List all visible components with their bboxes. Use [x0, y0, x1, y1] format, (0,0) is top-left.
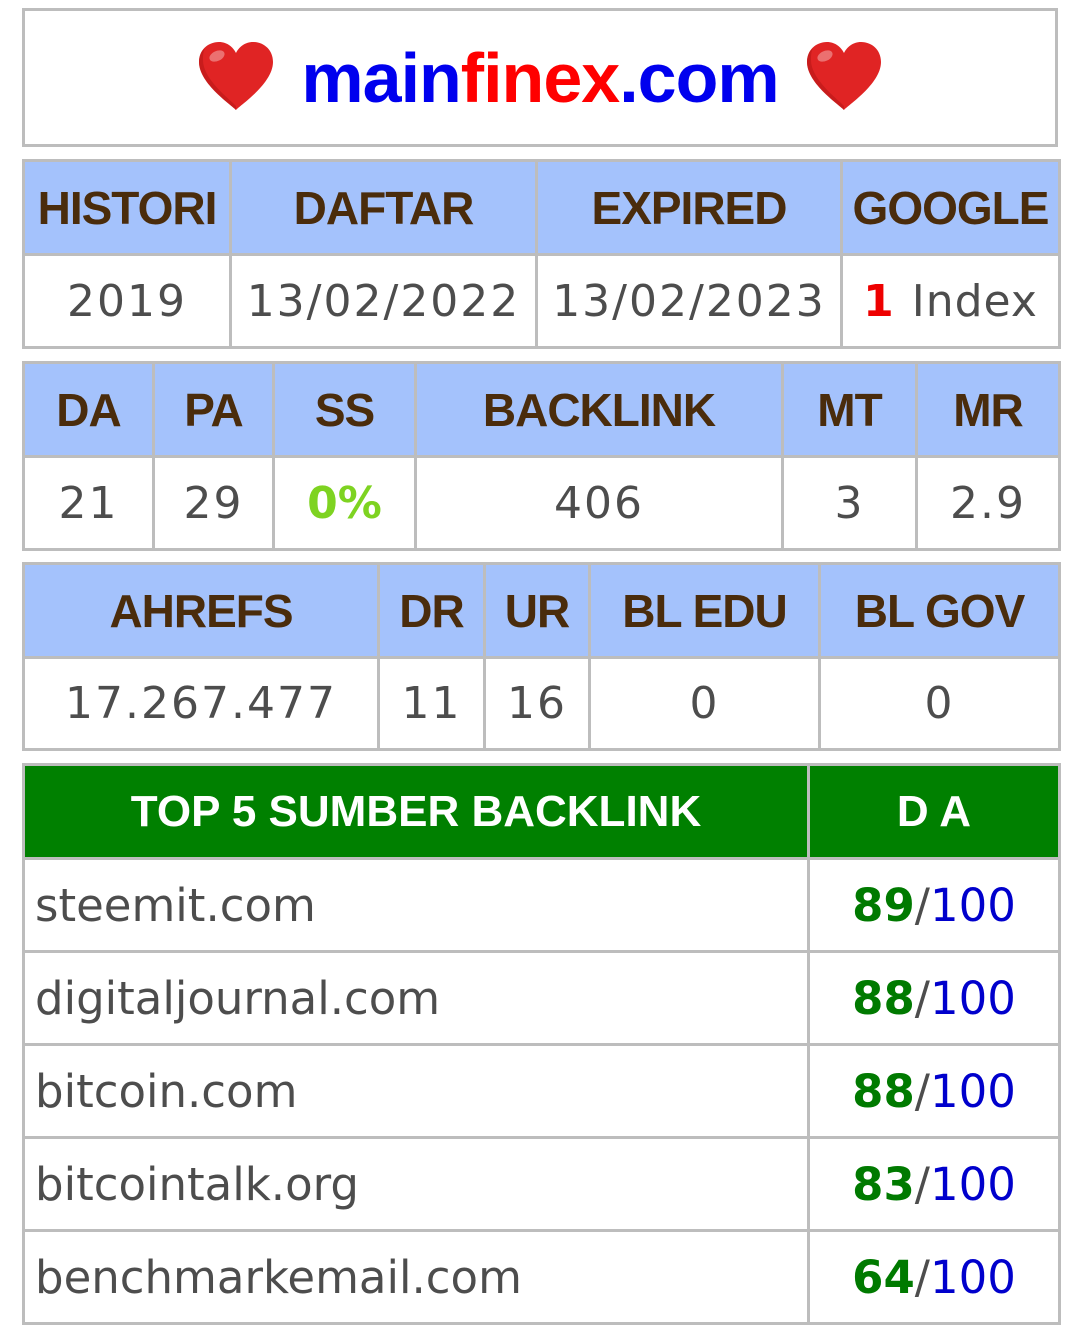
value-daftar: 13/02/2022: [229, 253, 538, 349]
title-banner: mainfinex.com: [22, 8, 1058, 147]
heart-icon: [195, 40, 277, 116]
header-google: GOOGLE: [840, 159, 1061, 256]
top-backlinks-table: TOP 5 SUMBER BACKLINK D A steemit.com 89…: [22, 763, 1061, 1325]
header-daftar: DAFTAR: [229, 159, 538, 256]
ahrefs-metrics-table: AHREFS DR UR BL EDU BL GOV 17.267.477 11…: [22, 562, 1061, 751]
value-ss: 0%: [272, 455, 417, 551]
header-dr: DR: [377, 562, 486, 659]
value-expired: 13/02/2023: [535, 253, 843, 349]
value-mt: 3: [781, 455, 918, 551]
header-backlink: BACKLINK: [414, 361, 784, 458]
value-backlink: 406: [414, 455, 784, 551]
header-ss: SS: [272, 361, 417, 458]
backlink-da: 83/100: [807, 1136, 1061, 1232]
table-row: bitcointalk.org 83/100: [22, 1136, 1061, 1232]
value-dr: 11: [377, 656, 486, 751]
domain-part-main: main: [301, 38, 461, 117]
table-row: bitcoin.com 88/100: [22, 1043, 1061, 1139]
backlink-da: 89/100: [807, 857, 1061, 953]
value-pa: 29: [152, 455, 275, 551]
table-row: benchmarkemail.com 64/100: [22, 1229, 1061, 1325]
header-bl-gov: BL GOV: [818, 562, 1061, 659]
value-mr: 2.9: [915, 455, 1061, 551]
value-bl-edu: 0: [588, 656, 821, 751]
value-bl-gov: 0: [818, 656, 1061, 751]
header-bl-edu: BL EDU: [588, 562, 821, 659]
backlink-source: benchmarkemail.com: [22, 1229, 810, 1325]
spam-score-value: 0%: [307, 477, 382, 529]
da-max: 100: [929, 1250, 1016, 1304]
da-max: 100: [929, 878, 1016, 932]
moz-metrics-table: DA PA SS BACKLINK MT MR 21 29 0% 406 3 2…: [22, 361, 1061, 551]
da-separator: /: [914, 1157, 930, 1211]
backlink-source: bitcointalk.org: [22, 1136, 810, 1232]
da-separator: /: [914, 1250, 930, 1304]
header-mr: MR: [915, 361, 1061, 458]
value-ur: 16: [483, 656, 591, 751]
da-score: 89: [852, 878, 915, 932]
domain-title: mainfinex.com: [301, 43, 779, 113]
google-index-count: 1: [863, 275, 896, 327]
heart-icon: [803, 40, 885, 116]
value-google: 1 Index: [840, 253, 1061, 349]
header-top-da: D A: [807, 763, 1061, 860]
table-row: digitaljournal.com 88/100: [22, 950, 1061, 1046]
domain-part-finex: finex: [460, 38, 620, 117]
da-separator: /: [914, 878, 930, 932]
da-separator: /: [914, 971, 930, 1025]
da-max: 100: [929, 1064, 1016, 1118]
header-top-sources: TOP 5 SUMBER BACKLINK: [22, 763, 810, 860]
domain-part-tld: .com: [619, 38, 779, 117]
da-max: 100: [929, 971, 1016, 1025]
da-score: 83: [852, 1157, 915, 1211]
da-separator: /: [914, 1064, 930, 1118]
da-score: 88: [852, 971, 915, 1025]
domain-info-table: HISTORI DAFTAR EXPIRED GOOGLE 2019 13/02…: [22, 159, 1061, 349]
google-index-label: Index: [911, 275, 1038, 327]
backlink-da: 64/100: [807, 1229, 1061, 1325]
header-ur: UR: [483, 562, 591, 659]
header-histori: HISTORI: [22, 159, 232, 256]
backlink-source: bitcoin.com: [22, 1043, 810, 1139]
header-expired: EXPIRED: [535, 159, 843, 256]
da-score: 64: [852, 1250, 915, 1304]
backlink-source: steemit.com: [22, 857, 810, 953]
value-ahrefs: 17.267.477: [22, 656, 380, 751]
header-mt: MT: [781, 361, 918, 458]
header-ahrefs: AHREFS: [22, 562, 380, 659]
backlink-da: 88/100: [807, 950, 1061, 1046]
da-max: 100: [929, 1157, 1016, 1211]
backlink-da: 88/100: [807, 1043, 1061, 1139]
value-histori: 2019: [22, 253, 232, 349]
value-da: 21: [22, 455, 155, 551]
backlink-source: digitaljournal.com: [22, 950, 810, 1046]
table-row: steemit.com 89/100: [22, 857, 1061, 953]
header-pa: PA: [152, 361, 275, 458]
da-score: 88: [852, 1064, 915, 1118]
header-da: DA: [22, 361, 155, 458]
